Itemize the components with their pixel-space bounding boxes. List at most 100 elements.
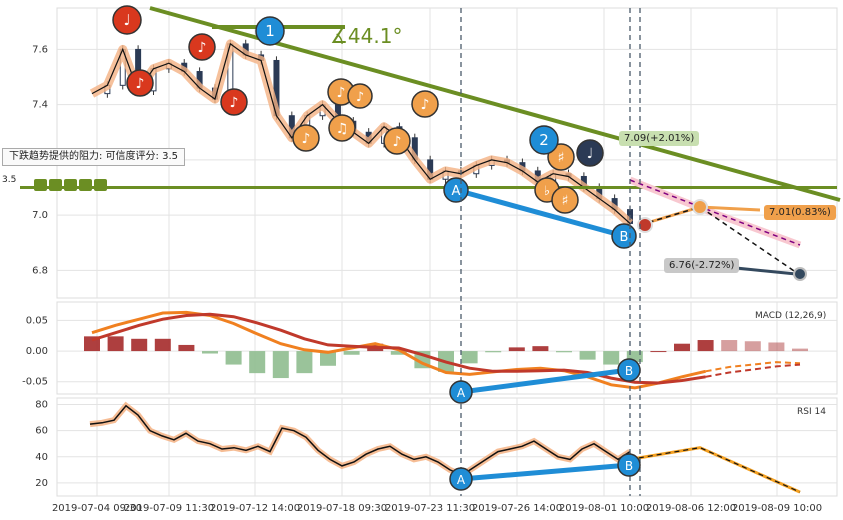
rating-icon: [34, 179, 47, 191]
pattern-note-icon-label: ♪: [302, 131, 311, 147]
y-tick-label: 7.6: [32, 44, 48, 55]
pattern-note-icon: [220, 88, 248, 116]
macd-histogram-bar: [485, 351, 502, 353]
macd-histogram-bar: [320, 351, 336, 366]
rsi-divergence-line: [460, 462, 630, 482]
resistance-rating-note: 下跌趋势提供的阻力: 可信度评分: 3.5: [2, 148, 185, 166]
y-tick-label: 6.8: [32, 265, 48, 276]
x-tick-label: 2019-07-26 14:00: [472, 503, 562, 514]
rsi-marks: [89, 401, 801, 494]
macd-label: MACD (12,26,9): [755, 311, 826, 321]
rating-icon: [64, 179, 77, 191]
macd-histogram-bar: [107, 336, 124, 352]
projection-start-marker: [637, 217, 653, 233]
macd-histogram-bar: [131, 338, 148, 352]
rating-icon: [79, 179, 92, 191]
y-tick-label: 40: [35, 452, 48, 463]
pattern-note-icon-label: ♭: [544, 184, 550, 199]
macd-histogram-bar: [626, 351, 643, 363]
pattern-note-icon: [576, 139, 604, 167]
pattern-note-icon-label: ♪: [393, 134, 402, 150]
pattern-note-icon-label: ♪: [198, 40, 207, 56]
pattern-note-icon: [411, 90, 439, 118]
macd-dea-projection: [705, 363, 801, 378]
macd-histogram-bar: [674, 343, 690, 352]
point-b-marker-label: B: [620, 230, 629, 245]
macd-histogram-bar: [579, 351, 596, 360]
pattern-note-icon-label: ♪: [421, 97, 430, 113]
x-tick-label: 2019-07-09 11:30: [124, 503, 214, 514]
pattern-note-icon-label: ♩: [587, 146, 594, 162]
overlay: ♩ ♪ ♪ ♪ ♪ ♪ ♫ ♪ ♪ ♪ ♯ ♭ ♯ ♩ 1 2 A B A B A B: [112, 5, 641, 496]
point-1-marker: [255, 16, 285, 46]
macd-histogram-bar: [296, 351, 313, 374]
rsi-point-a: [449, 467, 473, 491]
macd-marks: [84, 310, 808, 395]
macd-histogram-bar: [154, 338, 171, 352]
macd-histogram-bar: [792, 348, 808, 352]
rsi-label: RSI 14: [797, 407, 826, 417]
y-tick-label: 0.05: [26, 315, 48, 326]
point-2-marker-label: 2: [539, 131, 549, 149]
price-panel: [56, 7, 838, 299]
macd-dif-projection: [705, 361, 801, 373]
macd-histogram-bar: [461, 351, 478, 364]
rsi-point-b-label: B: [625, 459, 633, 473]
macd-histogram-bar: [697, 340, 714, 352]
pattern-note-icon: [547, 143, 575, 171]
pattern-note-icon-label: ♫: [336, 121, 349, 137]
projection-lower: [639, 206, 801, 276]
macd-histogram-bar: [768, 342, 785, 352]
point-2-marker: [529, 125, 559, 155]
macd-histogram-bar: [249, 351, 266, 374]
pattern-note-icon: [126, 69, 154, 97]
macd-histogram-bar: [603, 351, 620, 365]
x-tick-label: 2019-08-09 10:00: [732, 503, 822, 514]
macd-point-b: [617, 358, 641, 382]
pattern-note-icon: [551, 186, 579, 214]
rating-icons: [34, 176, 109, 191]
rsi-panel: [56, 397, 838, 497]
macd-histogram-bar: [532, 346, 549, 352]
macd-point-a: [449, 380, 473, 404]
y-tick-label: 7.0: [32, 210, 48, 221]
rating-icon: [49, 179, 62, 191]
macd-histogram-bar: [508, 347, 525, 352]
macd-dea-line: [91, 312, 706, 385]
projection-label-up: 7.09(+2.01%): [619, 131, 700, 146]
x-tick-label: 2019-07-23 11:30: [385, 503, 475, 514]
pattern-note-icon: [188, 33, 216, 61]
pattern-note-icon: [292, 124, 320, 152]
pattern-note-icon-label: ♩: [123, 11, 130, 29]
macd-histogram-bar: [650, 351, 667, 353]
rsi-line: [89, 404, 631, 476]
x-tick-label: 2019-08-06 12:00: [646, 503, 736, 514]
x-tick-label: 2019-07-04 09:30: [52, 503, 142, 514]
pattern-note-icon-label: ♯: [562, 193, 569, 209]
macd-histogram-bar: [721, 340, 738, 352]
pattern-note-icon-label: ♯: [558, 150, 565, 166]
y-tick-label: 0.00: [26, 346, 48, 357]
level-label: 3.5: [2, 175, 17, 185]
rsi-projection-band: [629, 446, 801, 494]
macd-histogram-bar: [225, 351, 242, 365]
macd-histogram-bar: [202, 351, 218, 354]
rating-icon: [94, 179, 107, 191]
pattern-note-icon: [112, 5, 142, 35]
pattern-note-icon-label: ♪: [230, 95, 239, 111]
macd-divergence-line: [460, 367, 630, 395]
x-tick-label: 2019-08-01 10:00: [559, 503, 649, 514]
projection-upper: [629, 179, 801, 246]
projection-end-marker: [793, 267, 807, 281]
y-tick-label: -0.05: [22, 377, 48, 388]
pattern-note-icon: [328, 114, 356, 142]
angle-label: ∡44.1°: [330, 24, 402, 48]
x-tick-label: 2019-07-18 09:30: [297, 503, 387, 514]
projection-label-mid: 7.01(0.83%): [764, 205, 836, 220]
a-b-line: [455, 187, 625, 239]
rsi-point-a-label: A: [457, 473, 466, 487]
pattern-note-icon-label: ♪: [136, 76, 145, 92]
pattern-note-icon-label: ♪: [356, 90, 364, 105]
macd-panel: [56, 301, 838, 395]
